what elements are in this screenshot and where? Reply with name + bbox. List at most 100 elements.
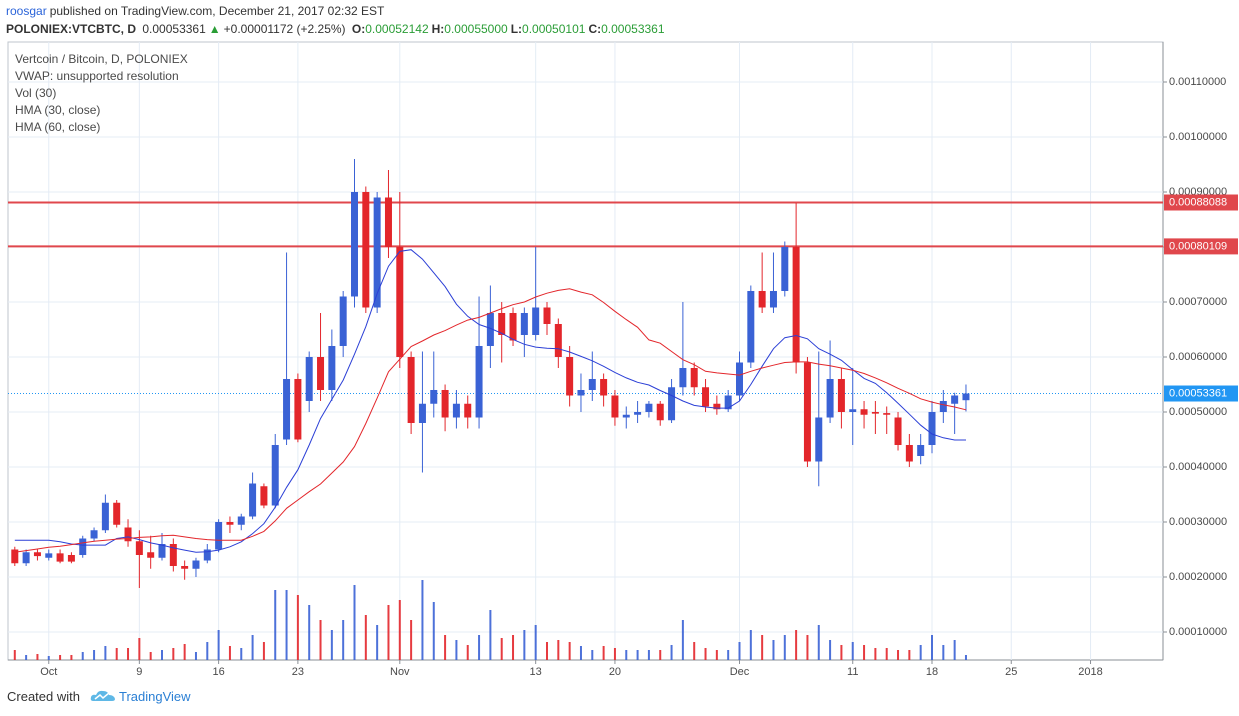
hma-line (14, 288, 967, 553)
volume-bar (93, 650, 96, 660)
candle-body (600, 378, 608, 396)
volume-bar (489, 610, 492, 660)
volume-bar (546, 642, 548, 660)
candle-body (826, 378, 834, 418)
volume-bar (70, 655, 73, 660)
ohlc-label: O: (351, 22, 366, 36)
candle-body (656, 403, 664, 421)
candle-body (260, 486, 268, 506)
volume-bar (636, 650, 639, 660)
volume-bar (806, 635, 809, 660)
legend-entry: HMA (60, close) (15, 120, 100, 134)
author[interactable]: roosgar (6, 4, 47, 18)
footer: Created with TradingView (7, 689, 191, 704)
volume-bar (885, 648, 888, 660)
volume-bar (863, 645, 866, 660)
candle-body (169, 544, 177, 567)
candle-body (362, 191, 370, 308)
volume-bar (568, 642, 571, 660)
volume-bar (13, 650, 16, 660)
x-tick-label: 20 (609, 666, 621, 678)
candle-body (418, 403, 426, 423)
volume-bar (478, 635, 481, 660)
volume-bar (172, 648, 175, 660)
candle-body (713, 403, 721, 410)
candle-body (192, 560, 200, 569)
volume-bar (557, 640, 560, 660)
header-line-2: POLONIEX:VTCBTC, D 0.00053361 ▲ +0.0000117… (6, 22, 671, 36)
ohlc-label: C: (588, 22, 602, 36)
volume-bar (534, 625, 537, 660)
candle-body (384, 197, 392, 247)
candle-body (124, 527, 132, 542)
volume-bar (376, 625, 379, 660)
volume-bar (262, 642, 265, 660)
candle-body (486, 312, 494, 346)
candle-body (747, 290, 755, 363)
published: published on TradingView.com, December 2… (49, 4, 385, 18)
volume-bar (523, 630, 526, 660)
x-tick-label: 9 (136, 666, 142, 678)
candle-body (498, 312, 506, 335)
candle-body (135, 541, 143, 556)
volume-bar (36, 654, 39, 660)
candle-body (475, 345, 483, 418)
hma-line (14, 249, 966, 553)
x-tick-label: 13 (530, 666, 542, 678)
candle-body (894, 417, 902, 445)
volume-bar (410, 620, 413, 660)
plot-frame (7, 41, 1164, 661)
candle-body (849, 409, 857, 412)
candle-body (554, 323, 562, 357)
candle-body (351, 191, 358, 297)
candle-body (90, 530, 98, 539)
volume-bar (783, 635, 786, 660)
volume-bar (613, 648, 616, 660)
chart: 0.00010000 0.00020000 0.00030000 0.00040000… (7, 41, 1238, 678)
candle-body (317, 356, 325, 390)
volume-bar (964, 655, 967, 660)
candle-body (645, 403, 653, 412)
candle-body (860, 409, 868, 415)
volume-bar (761, 635, 764, 660)
candle-body (452, 403, 460, 418)
volume-bar (466, 645, 469, 660)
candle-body (951, 395, 959, 404)
volume-bar (919, 645, 922, 660)
candle-body (577, 389, 585, 396)
candle-body (769, 290, 777, 308)
volume-bar (387, 605, 390, 660)
brand[interactable]: TradingView (119, 689, 191, 704)
volume-bar (591, 650, 594, 660)
logo (90, 690, 115, 701)
volume-bar (330, 630, 333, 660)
ohlc-label: H: (431, 22, 445, 36)
candle-body (464, 403, 472, 418)
candle-body (396, 246, 404, 357)
candle-body (939, 400, 947, 412)
candle-body (294, 378, 302, 440)
volume-bar (217, 630, 220, 660)
candle-body (237, 516, 245, 525)
candle-body (305, 356, 313, 401)
volume-bar (115, 648, 118, 660)
candle-body (520, 312, 528, 335)
legend-entry: Vertcoin / Bitcoin, D, POLONIEX (15, 52, 188, 66)
legend-entry: HMA (30, close) (15, 103, 100, 117)
price: 0.00053361 (142, 22, 206, 36)
candle-body (837, 378, 845, 412)
volume-bar (421, 580, 424, 660)
candle-body (871, 411, 879, 414)
volume-bar (353, 585, 356, 660)
symbol: POLONIEX:VTCBTC, D (6, 22, 137, 36)
candle-body (67, 555, 75, 562)
candle-body (917, 444, 925, 456)
volume-bar (602, 646, 605, 660)
y-tick-label: 0.00030000 (1169, 516, 1227, 528)
candle-body (328, 345, 336, 390)
volume-bar (285, 590, 288, 660)
y-tick-label: 0.00050000 (1169, 406, 1227, 418)
volume-bar (274, 590, 277, 660)
candle-body (736, 362, 743, 396)
candle-body (883, 413, 891, 415)
